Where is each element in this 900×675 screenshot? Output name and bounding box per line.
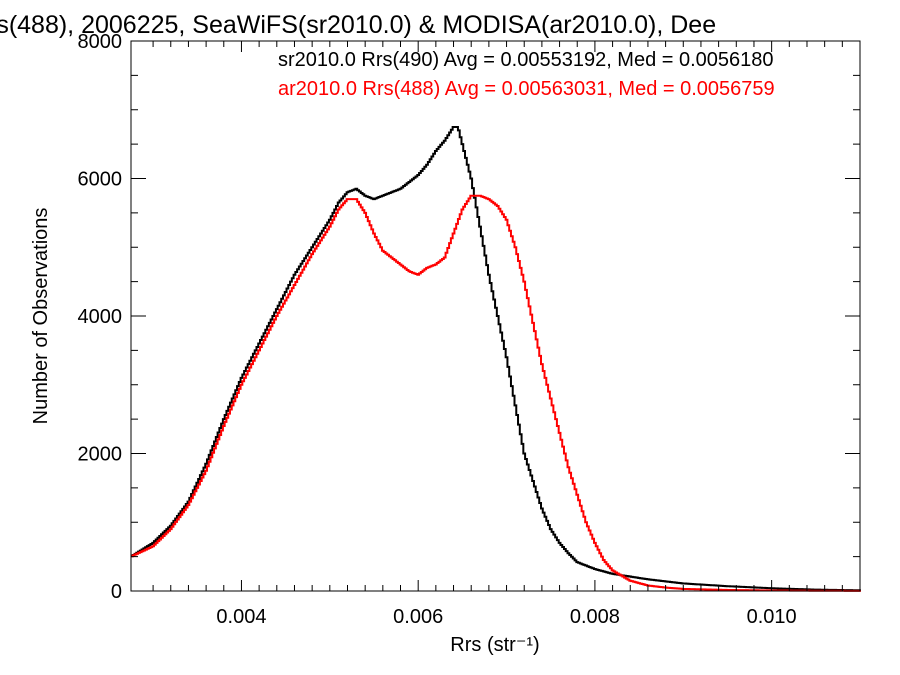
legend-entry-red: ar2010.0 Rrs(488) Avg = 0.00563031, Med … (278, 78, 775, 100)
chart-title: rs(488), 2006225, SeaWiFS(sr2010.0) & MO… (0, 11, 716, 39)
plot-frame (130, 40, 861, 592)
histogram-series-1 (131, 194, 861, 592)
y-axis-label: Number of Observations (30, 208, 52, 425)
y-tick-label: 4000 (78, 306, 123, 328)
y-tick-label: 6000 (78, 169, 123, 191)
series-layer (131, 125, 861, 592)
axis-ticks: 0.004 0.006 0.008 0.010 0 2000 4000 6000 8000 (78, 31, 861, 628)
histogram-series-0 (131, 125, 861, 592)
y-tick-label: 0 (111, 581, 122, 603)
legend-entry-black: sr2010.0 Rrs(490) Avg = 0.00553192, Med … (278, 49, 774, 71)
x-tick-label: 0.006 (393, 606, 443, 628)
y-tick-label: 2000 (78, 444, 123, 466)
x-tick-label: 0.004 (216, 606, 266, 628)
x-axis-label: Rrs (str⁻¹) (450, 634, 539, 656)
x-tick-label: 0.010 (747, 606, 797, 628)
x-tick-label: 0.008 (570, 606, 620, 628)
y-tick-label: 8000 (78, 31, 123, 53)
